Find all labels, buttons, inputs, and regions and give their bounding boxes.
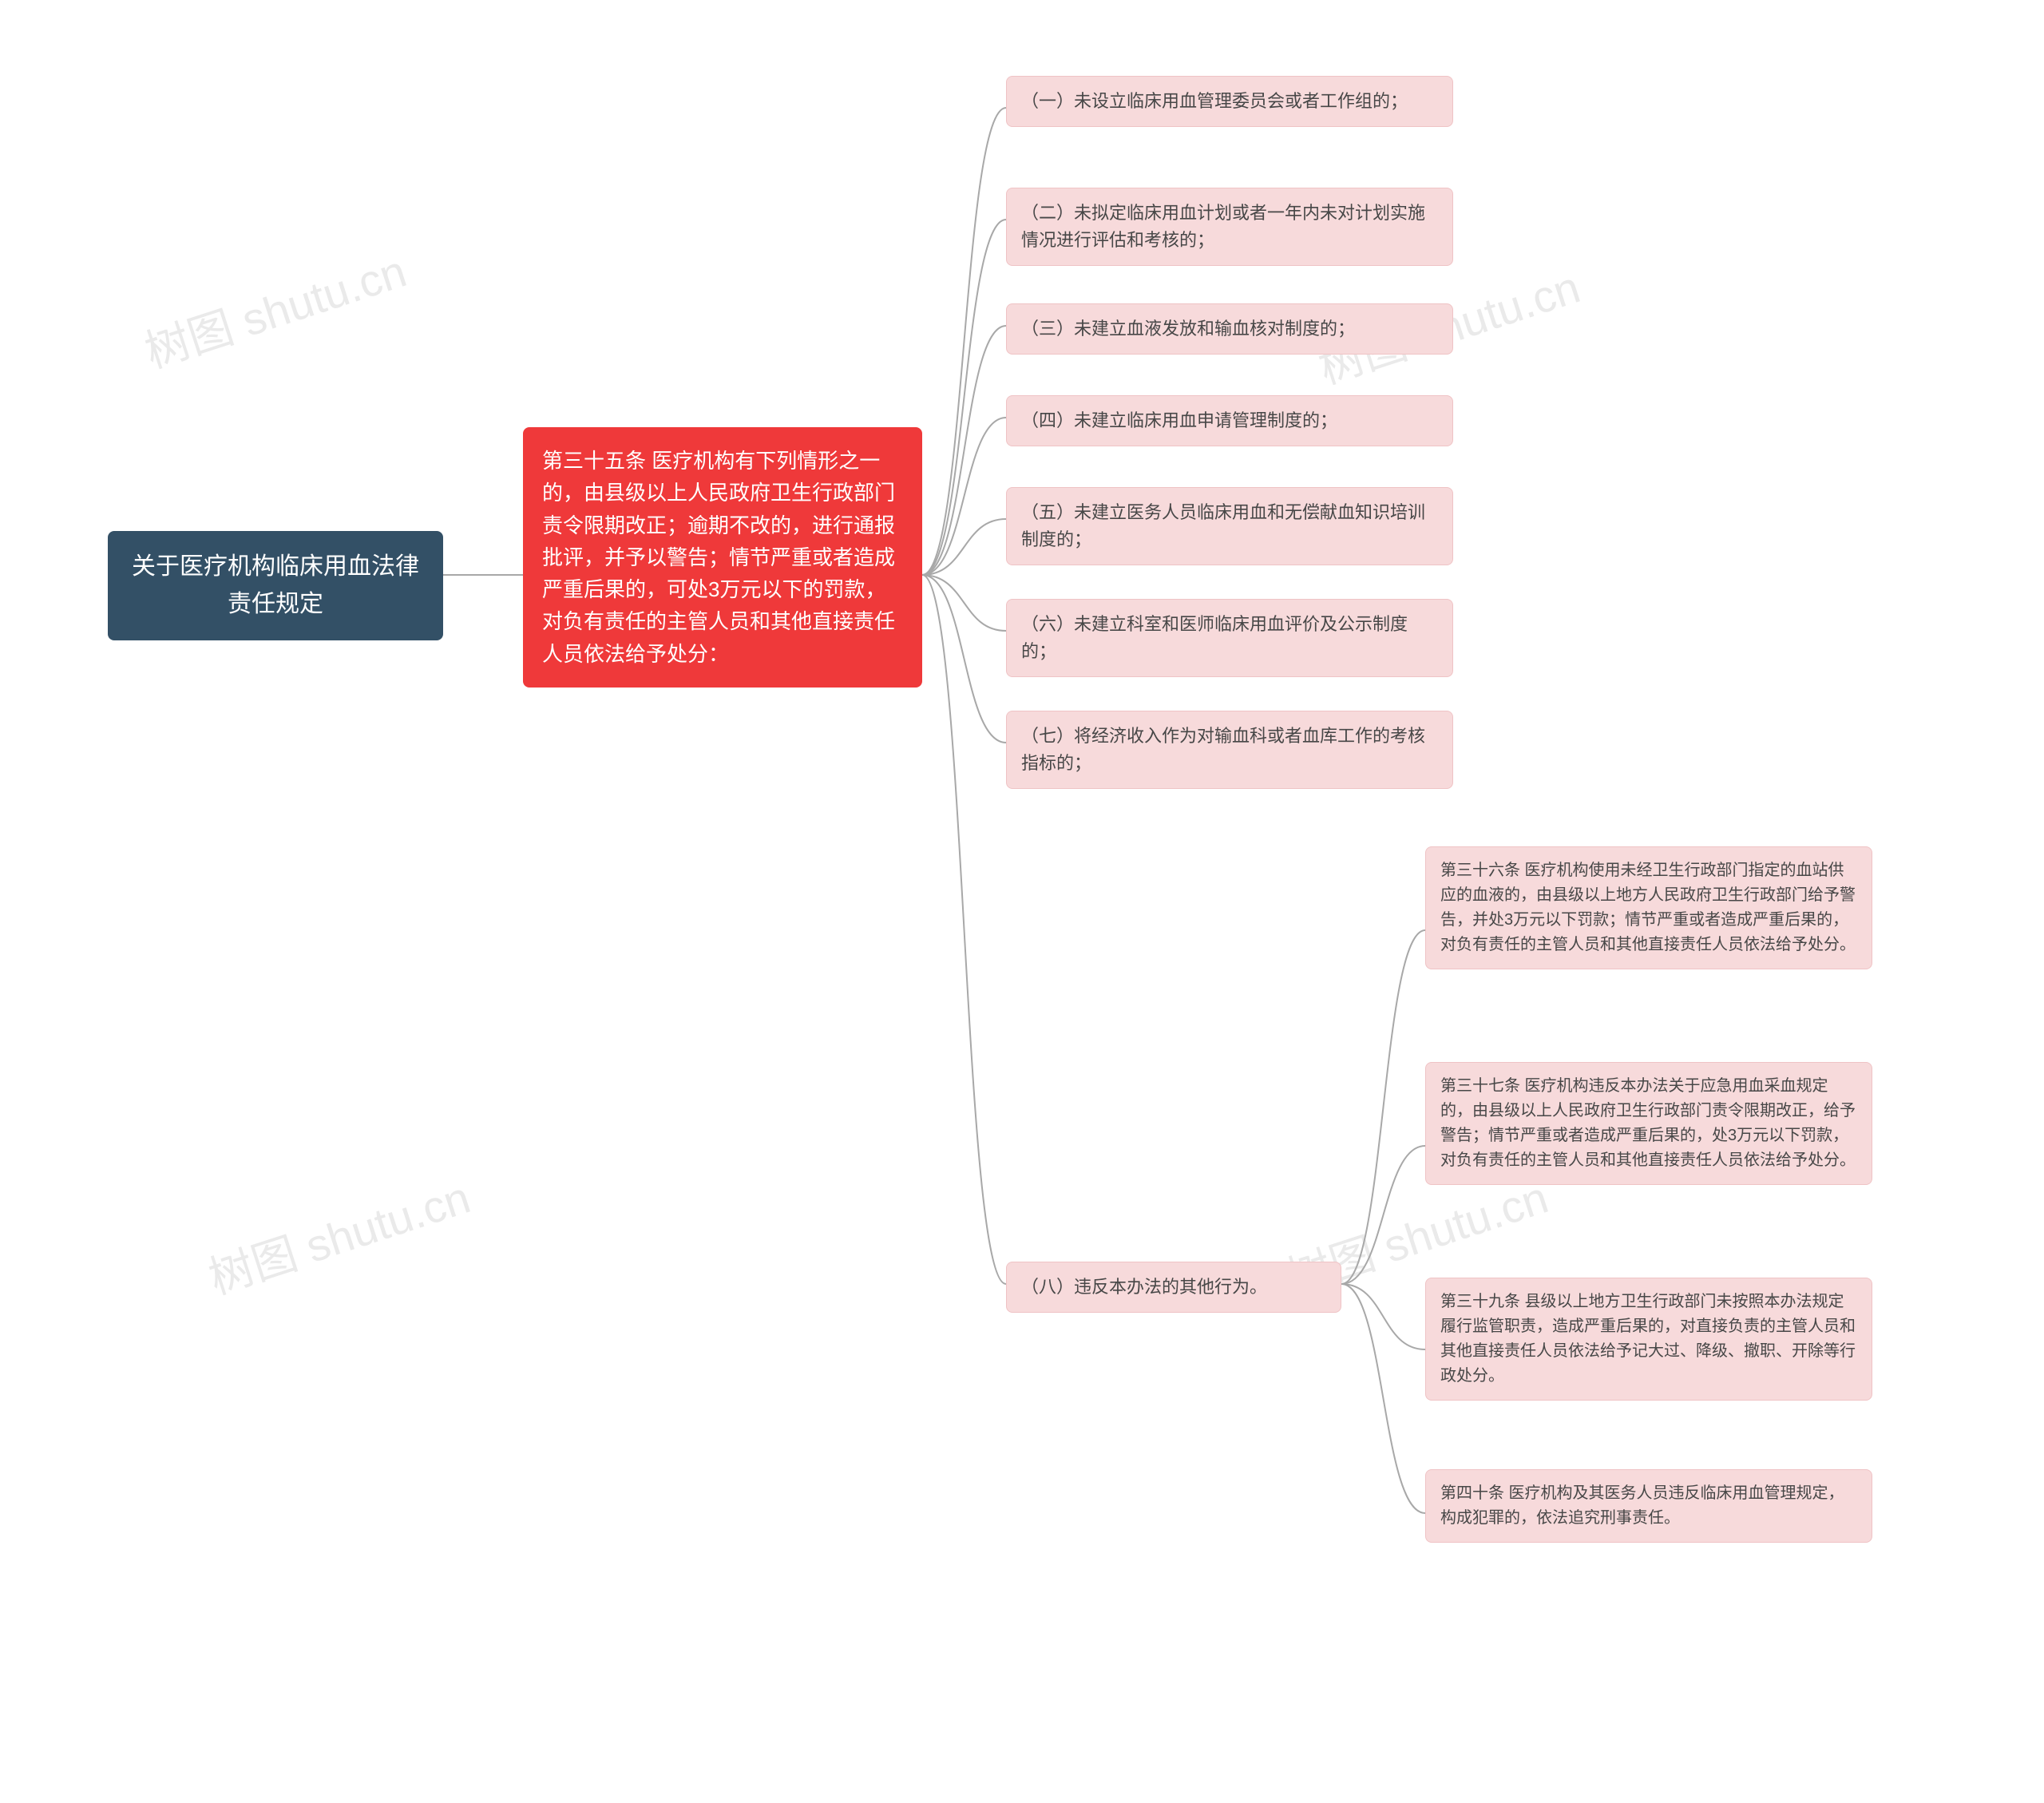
article-40-text: 第四十条 医疗机构及其医务人员违反临床用血管理规定，构成犯罪的，依法追究刑事责任… xyxy=(1440,1484,1844,1527)
article-37-text: 第三十七条 医疗机构违反本办法关于应急用血采血规定的，由县级以上人民政府卫生行政… xyxy=(1440,1077,1856,1169)
root-label: 关于医疗机构临床用血法律责任规定 xyxy=(132,553,419,617)
leaf-label: （四）未建立临床用血申请管理制度的； xyxy=(1021,410,1337,430)
mindmap-canvas: 树图 shutu.cn 树图 shutu.cn 树图 shutu.cn 树图 s… xyxy=(0,0,2044,1803)
leaf-item-5[interactable]: （五）未建立医务人员临床用血和无偿献血知识培训制度的； xyxy=(1006,487,1453,565)
leaf-label: （八）违反本办法的其他行为。 xyxy=(1021,1277,1267,1297)
leaf-label: （一）未设立临床用血管理委员会或者工作组的； xyxy=(1021,91,1408,111)
article-39-text: 第三十九条 县级以上地方卫生行政部门未按照本办法规定履行监管职责，造成严重后果的… xyxy=(1440,1293,1856,1385)
leaf-label: （五）未建立医务人员临床用血和无偿献血知识培训制度的； xyxy=(1021,502,1425,549)
leaf-label: （七）将经济收入作为对输血科或者血库工作的考核指标的； xyxy=(1021,726,1425,773)
leaf-item-8[interactable]: （八）违反本办法的其他行为。 xyxy=(1006,1262,1341,1313)
watermark: 树图 shutu.cn xyxy=(136,236,414,381)
article-35-text: 第三十五条 医疗机构有下列情形之一的，由县级以上人民政府卫生行政部门责令限期改正… xyxy=(542,449,895,666)
article-37-node[interactable]: 第三十七条 医疗机构违反本办法关于应急用血采血规定的，由县级以上人民政府卫生行政… xyxy=(1425,1062,1872,1185)
article-40-node[interactable]: 第四十条 医疗机构及其医务人员违反临床用血管理规定，构成犯罪的，依法追究刑事责任… xyxy=(1425,1469,1872,1543)
leaf-item-7[interactable]: （七）将经济收入作为对输血科或者血库工作的考核指标的； xyxy=(1006,711,1453,789)
watermark: 树图 shutu.cn xyxy=(200,1162,477,1307)
leaf-item-2[interactable]: （二）未拟定临床用血计划或者一年内未对计划实施情况进行评估和考核的； xyxy=(1006,188,1453,266)
leaf-label: （三）未建立血液发放和输血核对制度的； xyxy=(1021,319,1355,339)
root-node[interactable]: 关于医疗机构临床用血法律责任规定 xyxy=(108,531,443,640)
article-36-node[interactable]: 第三十六条 医疗机构使用未经卫生行政部门指定的血站供应的血液的，由县级以上地方人… xyxy=(1425,846,1872,969)
leaf-item-3[interactable]: （三）未建立血液发放和输血核对制度的； xyxy=(1006,303,1453,355)
article-39-node[interactable]: 第三十九条 县级以上地方卫生行政部门未按照本办法规定履行监管职责，造成严重后果的… xyxy=(1425,1278,1872,1401)
leaf-label: （六）未建立科室和医师临床用血评价及公示制度的； xyxy=(1021,614,1408,661)
leaf-item-6[interactable]: （六）未建立科室和医师临床用血评价及公示制度的； xyxy=(1006,599,1453,677)
leaf-item-4[interactable]: （四）未建立临床用血申请管理制度的； xyxy=(1006,395,1453,446)
leaf-label: （二）未拟定临床用血计划或者一年内未对计划实施情况进行评估和考核的； xyxy=(1021,203,1425,250)
article-35-node[interactable]: 第三十五条 医疗机构有下列情形之一的，由县级以上人民政府卫生行政部门责令限期改正… xyxy=(523,427,922,688)
leaf-item-1[interactable]: （一）未设立临床用血管理委员会或者工作组的； xyxy=(1006,76,1453,127)
article-36-text: 第三十六条 医疗机构使用未经卫生行政部门指定的血站供应的血液的，由县级以上地方人… xyxy=(1440,862,1856,953)
